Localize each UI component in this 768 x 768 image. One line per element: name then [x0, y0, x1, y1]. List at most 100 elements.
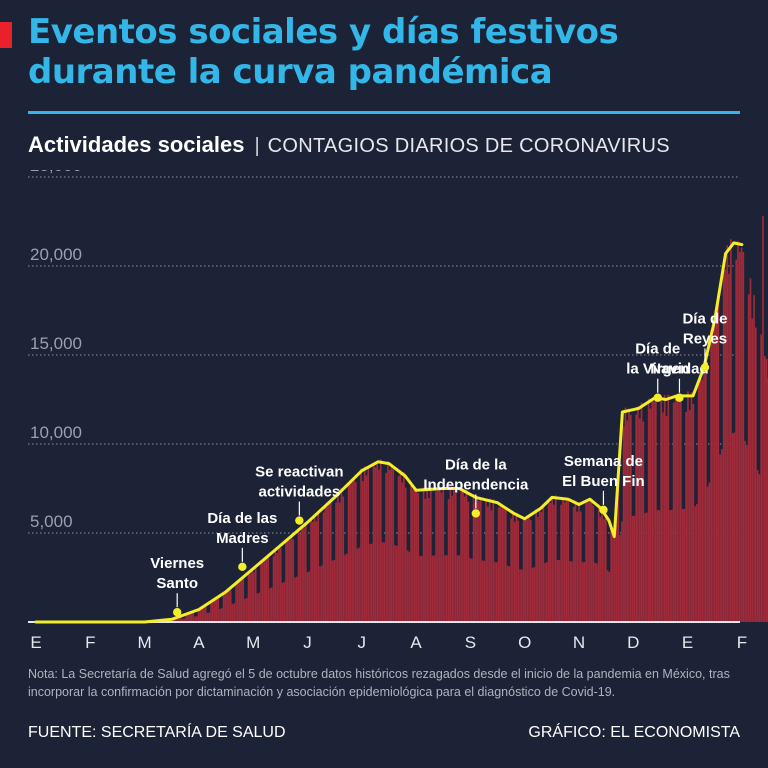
x-month-label: J	[303, 633, 312, 652]
daily-bar	[601, 508, 604, 622]
daily-bar	[428, 498, 430, 622]
daily-bar	[585, 500, 587, 622]
daily-bar	[206, 612, 209, 622]
daily-bar	[433, 555, 436, 622]
daily-bar	[453, 486, 455, 622]
daily-bar	[444, 555, 446, 622]
daily-bar	[515, 512, 518, 622]
daily-bar	[331, 560, 334, 622]
daily-bar	[671, 509, 673, 622]
daily-bar	[697, 383, 700, 622]
daily-bar	[347, 483, 350, 622]
daily-bar	[715, 317, 718, 622]
daily-bar	[617, 473, 620, 622]
daily-bar	[629, 414, 632, 622]
accent-bar	[0, 22, 12, 48]
daily-bar	[369, 544, 371, 622]
daily-bar	[440, 492, 443, 622]
daily-bar	[197, 609, 200, 622]
event-label: actividades	[258, 484, 340, 501]
daily-bar	[397, 476, 400, 622]
daily-bar	[222, 594, 225, 622]
daily-bar	[258, 592, 261, 622]
daily-bar	[717, 298, 720, 622]
daily-bar	[679, 393, 682, 622]
daily-bar	[490, 510, 493, 622]
daily-bar	[183, 618, 186, 622]
daily-bar	[553, 504, 555, 622]
daily-bar	[176, 617, 178, 622]
event-label: Reyes	[683, 330, 727, 347]
daily-bar	[388, 469, 391, 622]
daily-bar	[188, 612, 191, 622]
daily-bar	[560, 504, 562, 622]
daily-bar	[333, 559, 336, 622]
daily-bar	[637, 406, 639, 622]
daily-bar	[211, 600, 214, 622]
daily-bar	[245, 598, 248, 622]
daily-bar	[367, 465, 370, 622]
daily-bar	[174, 618, 177, 622]
daily-bar	[287, 539, 289, 622]
daily-bar	[571, 561, 573, 622]
daily-bar	[485, 498, 487, 622]
daily-bar	[762, 216, 764, 622]
daily-bar	[765, 358, 768, 622]
daily-bar	[313, 514, 316, 622]
daily-bar	[713, 315, 716, 622]
daily-bar	[495, 562, 498, 622]
daily-bar	[524, 518, 527, 622]
event-label: Navidad	[650, 361, 708, 378]
x-month-label: O	[518, 633, 531, 652]
daily-bar	[263, 559, 266, 622]
daily-bar	[669, 510, 671, 622]
daily-bar	[267, 555, 270, 622]
daily-bar	[592, 505, 595, 622]
daily-bar	[551, 495, 554, 622]
daily-bar	[242, 577, 245, 622]
daily-bar	[462, 489, 464, 622]
daily-bar	[244, 598, 246, 622]
daily-bar	[599, 516, 602, 622]
daily-bar	[199, 608, 202, 622]
daily-bar	[610, 528, 613, 622]
covid-daily-cases-chart: 5,000 10,000 15,000 20,000 25,000 Viernes Sant…	[28, 170, 768, 652]
x-month-label: E	[30, 633, 41, 652]
daily-bar	[194, 616, 196, 622]
daily-bar	[494, 562, 496, 622]
daily-bars	[154, 216, 768, 622]
source-credit: FUENTE: SECRETARÍA DE SALUD	[28, 724, 286, 741]
daily-bar	[306, 572, 309, 622]
daily-bar	[392, 469, 395, 622]
daily-bar	[449, 485, 452, 622]
daily-bar	[758, 474, 761, 622]
daily-bar	[456, 555, 459, 622]
daily-bar	[662, 412, 664, 622]
daily-bar	[719, 454, 721, 622]
daily-bar	[190, 612, 193, 622]
event-marker	[599, 505, 608, 515]
daily-bar	[186, 614, 189, 622]
daily-bar	[376, 460, 379, 622]
y-tick-label: 5,000	[30, 512, 73, 531]
daily-bar	[567, 500, 570, 622]
daily-bar	[401, 482, 404, 622]
daily-bar	[537, 517, 539, 622]
daily-bar	[694, 506, 696, 622]
daily-bar	[413, 488, 416, 622]
daily-bar	[442, 486, 445, 622]
trend-curve	[34, 241, 744, 624]
x-month-label: N	[573, 633, 585, 652]
daily-bar	[547, 500, 550, 622]
x-month-label: A	[193, 633, 205, 652]
daily-bar	[712, 342, 714, 622]
event-label: Semana de	[564, 453, 643, 470]
x-month-label: M	[246, 633, 260, 652]
daily-bar	[204, 604, 207, 622]
event-label: Independencia	[423, 476, 529, 493]
daily-bar	[722, 262, 725, 622]
daily-bar	[563, 502, 566, 622]
daily-bar	[224, 591, 227, 622]
daily-bar	[558, 560, 561, 622]
event-label: Se reactivan	[255, 464, 343, 481]
